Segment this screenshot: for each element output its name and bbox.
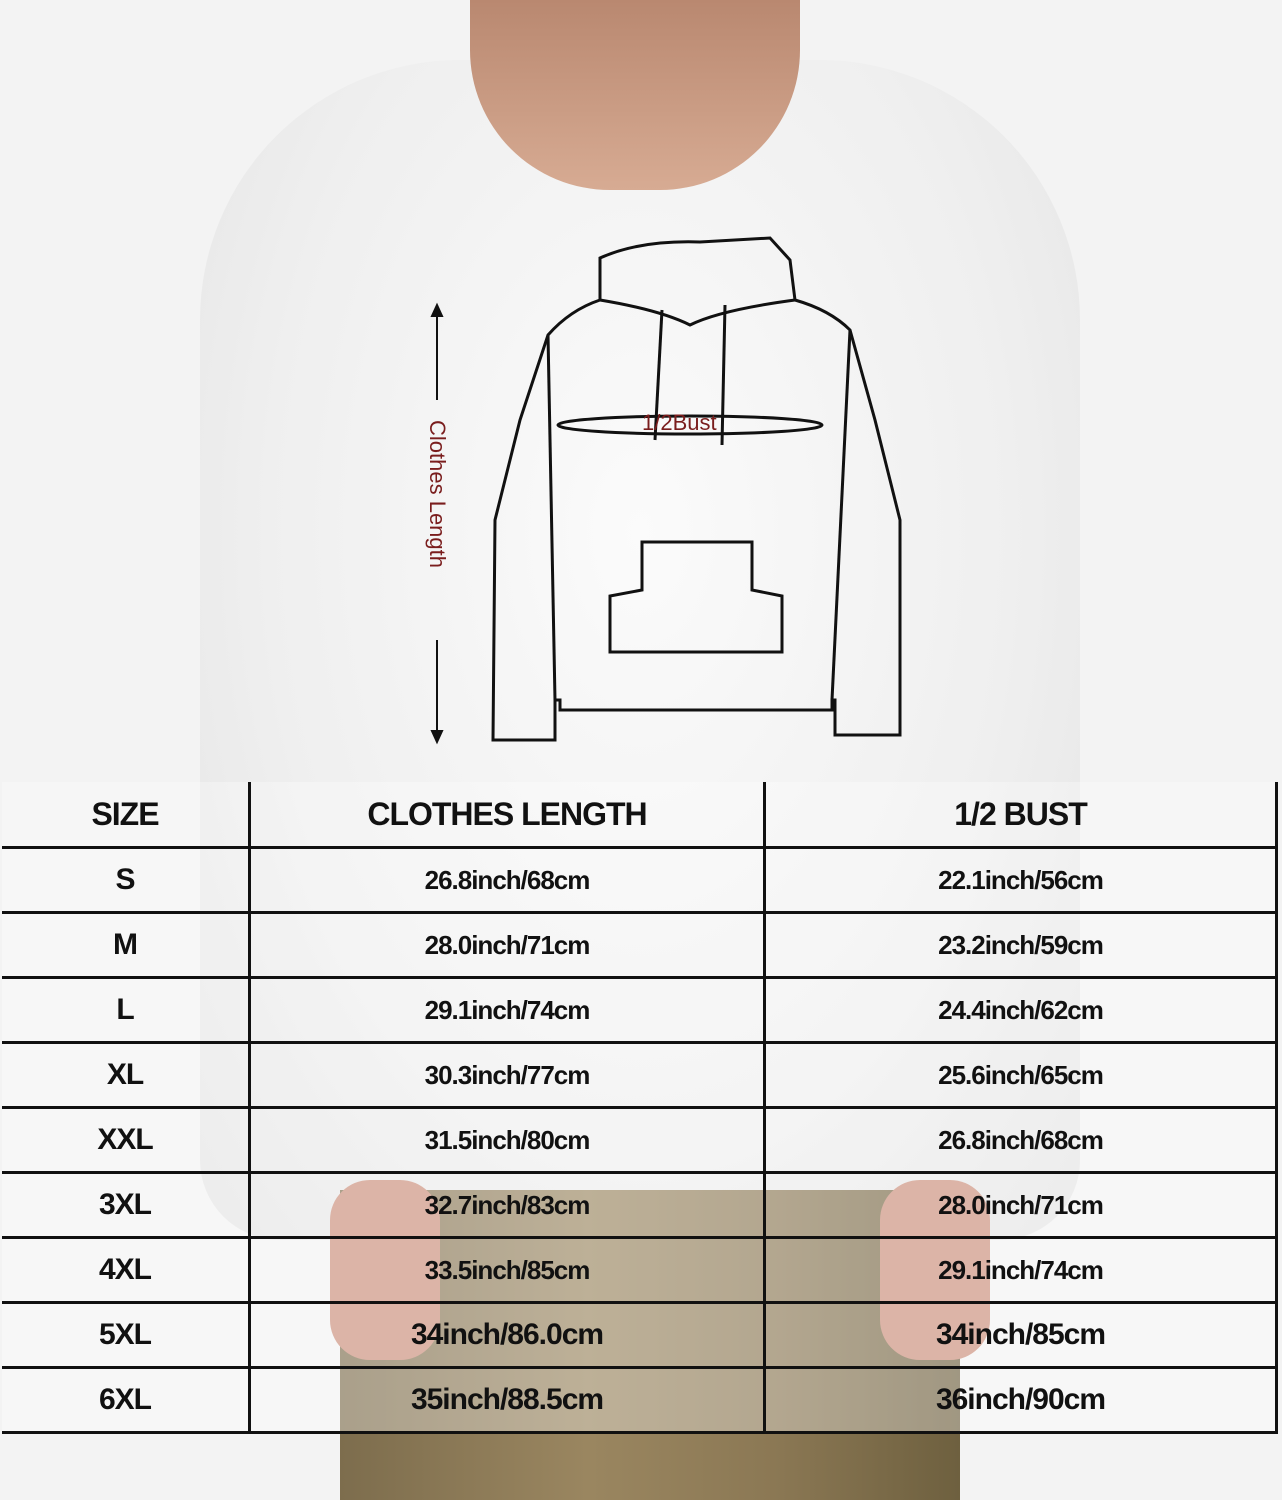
- clothes-length-cell: 34inch/86.0cm: [248, 1301, 766, 1369]
- length-arrow: [430, 302, 444, 745]
- size-cell: S: [2, 846, 251, 914]
- half-bust-cell: 23.2inch/59cm: [763, 911, 1278, 979]
- size-cell: XL: [2, 1041, 251, 1109]
- header-size: SIZE: [2, 782, 251, 849]
- table-row: L 29.1inch/74cm 24.4inch/62cm: [2, 976, 1278, 1044]
- clothes-length-cell: 31.5inch/80cm: [248, 1106, 766, 1174]
- half-bust-cell: 25.6inch/65cm: [763, 1041, 1278, 1109]
- clothes-length-label: Clothes Length: [425, 420, 450, 568]
- size-cell: 5XL: [2, 1301, 251, 1369]
- clothes-length-cell: 33.5inch/85cm: [248, 1236, 766, 1304]
- half-bust-cell: 28.0inch/71cm: [763, 1171, 1278, 1239]
- clothes-length-cell: 28.0inch/71cm: [248, 911, 766, 979]
- half-bust-cell: 29.1inch/74cm: [763, 1236, 1278, 1304]
- size-cell: 3XL: [2, 1171, 251, 1239]
- table-row: XXL 31.5inch/80cm 26.8inch/68cm: [2, 1106, 1278, 1174]
- size-cell: 6XL: [2, 1366, 251, 1434]
- half-bust-cell: 34inch/85cm: [763, 1301, 1278, 1369]
- bust-label: 1/2Bust: [642, 410, 717, 435]
- clothes-length-cell: 26.8inch/68cm: [248, 846, 766, 914]
- table-row: 3XL 32.7inch/83cm 28.0inch/71cm: [2, 1171, 1278, 1239]
- half-bust-cell: 26.8inch/68cm: [763, 1106, 1278, 1174]
- table-row: S 26.8inch/68cm 22.1inch/56cm: [2, 846, 1278, 914]
- table-row: 6XL 35inch/88.5cm 36inch/90cm: [2, 1366, 1278, 1434]
- half-bust-cell: 36inch/90cm: [763, 1366, 1278, 1434]
- hoodie-outline: [491, 236, 902, 742]
- clothes-length-cell: 29.1inch/74cm: [248, 976, 766, 1044]
- header-clothes-length: CLOTHES LENGTH: [248, 782, 766, 849]
- hoodie-diagram: 1/2Bust Clothes Length: [425, 236, 902, 745]
- clothes-length-cell: 35inch/88.5cm: [248, 1366, 766, 1434]
- size-cell: L: [2, 976, 251, 1044]
- table-row: 4XL 33.5inch/85cm 29.1inch/74cm: [2, 1236, 1278, 1304]
- table-row: XL 30.3inch/77cm 25.6inch/65cm: [2, 1041, 1278, 1109]
- clothes-length-cell: 30.3inch/77cm: [248, 1041, 766, 1109]
- table-header-row: SIZE CLOTHES LENGTH 1/2 BUST: [2, 782, 1278, 849]
- clothes-length-cell: 32.7inch/83cm: [248, 1171, 766, 1239]
- size-cell: M: [2, 911, 251, 979]
- size-cell: 4XL: [2, 1236, 251, 1304]
- size-cell: XXL: [2, 1106, 251, 1174]
- size-chart-table: SIZE CLOTHES LENGTH 1/2 BUST S 26.8inch/6…: [2, 782, 1278, 1434]
- half-bust-cell: 24.4inch/62cm: [763, 976, 1278, 1044]
- model-face: [470, 0, 800, 190]
- half-bust-cell: 22.1inch/56cm: [763, 846, 1278, 914]
- table-row: 5XL 34inch/86.0cm 34inch/85cm: [2, 1301, 1278, 1369]
- table-row: M 28.0inch/71cm 23.2inch/59cm: [2, 911, 1278, 979]
- header-half-bust: 1/2 BUST: [763, 782, 1278, 849]
